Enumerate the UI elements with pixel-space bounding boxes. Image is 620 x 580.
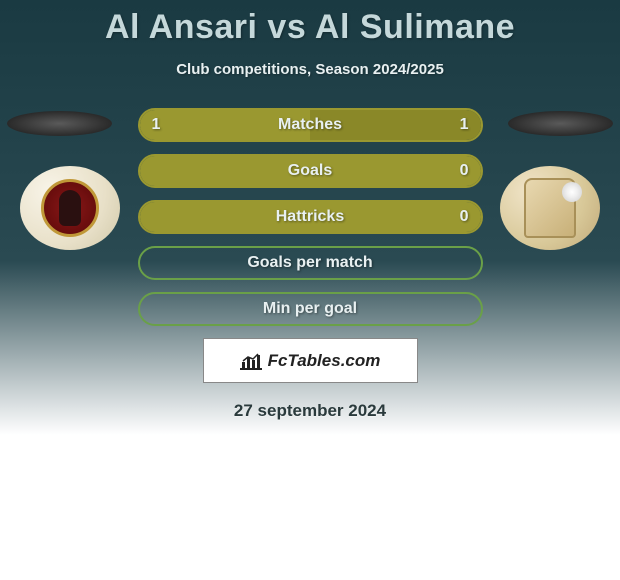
stat-row: Min per goal [138, 292, 483, 326]
stat-label: Hattricks [140, 208, 481, 226]
stat-right-value: 0 [460, 208, 469, 226]
stats-area: 1Matches1Goals0Hattricks0Goals per match… [0, 108, 620, 421]
crest-badge-left [41, 179, 99, 237]
stat-right-value: 0 [460, 162, 469, 180]
stat-row: 1Matches1 [138, 108, 483, 142]
stat-row: Hattricks0 [138, 200, 483, 234]
stat-label: Matches [140, 116, 481, 134]
subtitle: Club competitions, Season 2024/2025 [0, 61, 620, 78]
stat-left-value: 1 [152, 116, 161, 134]
stat-row: Goals0 [138, 154, 483, 188]
stat-label: Goals [140, 162, 481, 180]
stat-rows: 1Matches1Goals0Hattricks0Goals per match… [138, 108, 483, 326]
shadow-ellipse-right [508, 111, 613, 136]
date-text: 27 september 2024 [0, 401, 620, 421]
logo-box[interactable]: FcTables.com [203, 338, 418, 383]
shadow-ellipse-left [7, 111, 112, 136]
stat-label: Min per goal [140, 300, 481, 318]
team-crest-left [20, 166, 120, 250]
logo-text: FcTables.com [268, 351, 381, 371]
team-crest-right [500, 166, 600, 250]
page-title: Al Ansari vs Al Sulimane [0, 0, 620, 47]
stat-label: Goals per match [140, 254, 481, 272]
comparison-widget: Al Ansari vs Al Sulimane Club competitio… [0, 0, 620, 580]
chart-icon [240, 352, 262, 370]
stat-right-value: 1 [460, 116, 469, 134]
crest-badge-right [524, 178, 576, 238]
stat-row: Goals per match [138, 246, 483, 280]
